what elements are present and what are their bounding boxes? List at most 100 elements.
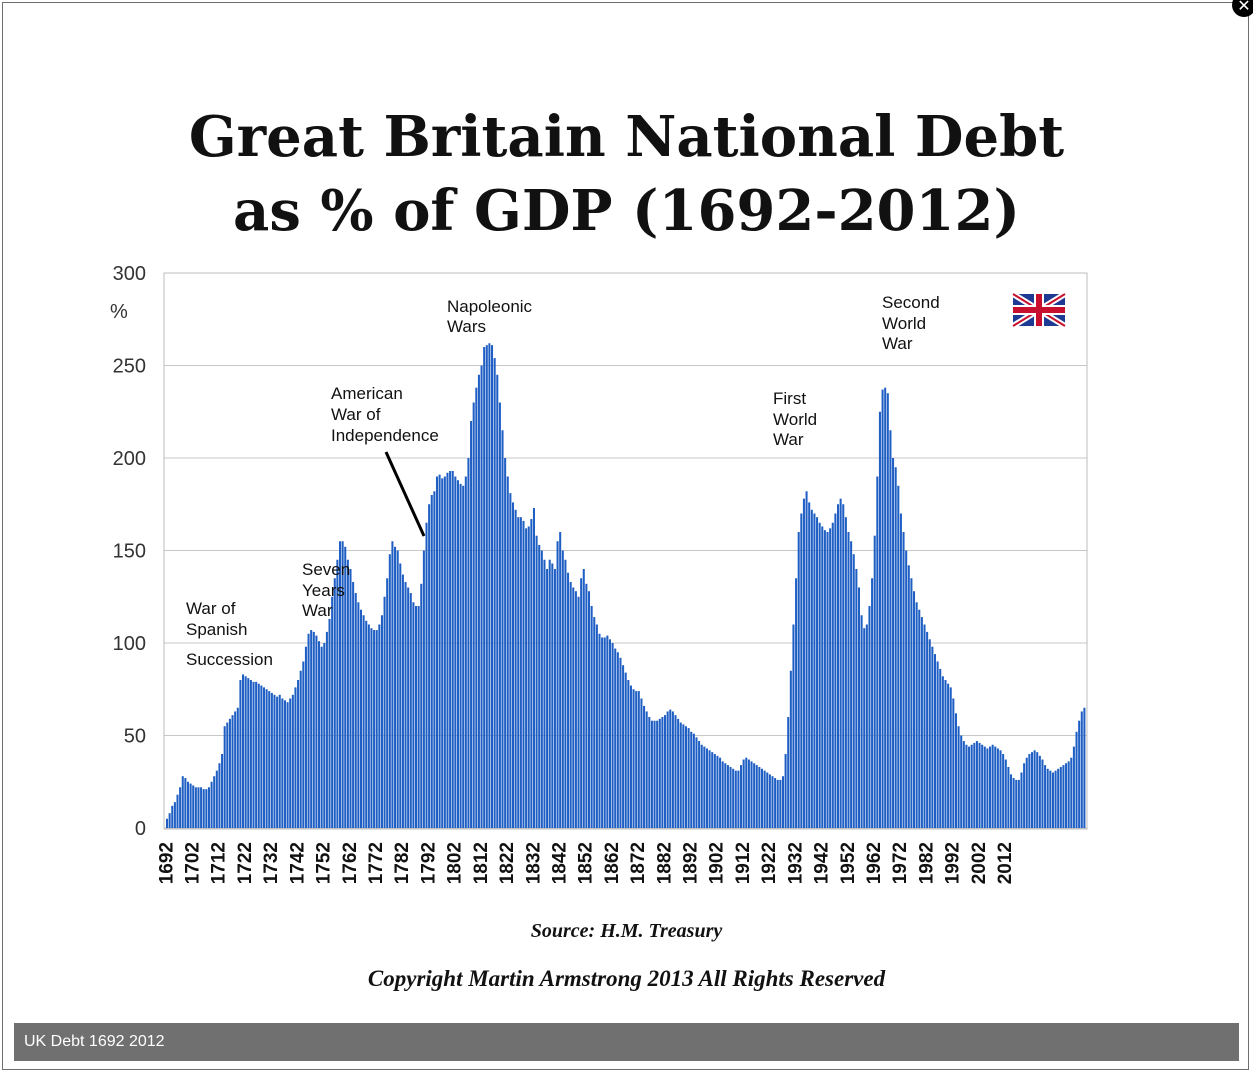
annotation-line: Seven — [302, 560, 350, 579]
x-tick-label: 1782 — [392, 842, 413, 884]
annotation-napoleonic-wars: Napoleonic Wars — [447, 297, 533, 336]
bar — [551, 563, 554, 828]
bar — [923, 624, 926, 828]
bar — [336, 559, 339, 828]
y-tick-label: 300 — [113, 263, 146, 285]
bar — [540, 550, 543, 828]
bar — [197, 787, 200, 828]
bar — [640, 698, 643, 828]
bar — [960, 735, 963, 828]
bar — [745, 757, 748, 828]
bar — [884, 387, 887, 828]
bar — [677, 718, 680, 828]
y-axis-unit: % — [110, 301, 128, 323]
bar — [750, 761, 753, 828]
bar — [386, 578, 389, 828]
bar — [399, 563, 402, 828]
bar — [881, 389, 884, 828]
annotation-line: Second — [882, 293, 940, 312]
bar — [886, 393, 889, 828]
bar — [244, 676, 247, 828]
bar — [297, 680, 300, 828]
bar — [776, 779, 779, 828]
bar — [1020, 772, 1023, 828]
bar — [354, 593, 357, 828]
bar — [661, 717, 664, 828]
bar — [774, 778, 777, 828]
bar — [260, 685, 263, 828]
close-icon[interactable]: ✕ — [1232, 0, 1253, 17]
bar — [1051, 772, 1054, 828]
annotation-american-war: American War of Independence — [331, 384, 439, 537]
annotation-first-world-war: First World War — [773, 389, 817, 449]
annotation-line: First — [773, 389, 806, 408]
bar — [763, 770, 766, 828]
bar — [873, 535, 876, 828]
bar — [1080, 711, 1083, 828]
bar — [614, 648, 617, 828]
bar — [449, 470, 452, 828]
bar — [674, 715, 677, 828]
bar — [236, 707, 239, 828]
chart-title-line-1: Great Britain National Debt — [188, 104, 1065, 170]
bar — [179, 787, 182, 828]
bar — [346, 559, 349, 828]
bar — [622, 665, 625, 828]
bar — [978, 742, 981, 828]
bar — [608, 639, 611, 828]
bar — [548, 559, 551, 828]
bar — [1070, 757, 1073, 828]
bar — [669, 709, 672, 828]
bar — [407, 587, 410, 828]
y-axis-ticks: 0 50 100 150 200 250 300 — [113, 263, 146, 840]
bar — [430, 495, 433, 828]
bar — [818, 522, 821, 828]
bar — [635, 691, 638, 828]
chart-copyright: Copyright Martin Armstrong 2013 All Righ… — [367, 966, 886, 991]
chart-title-line-2: as % of GDP (1692-2012) — [233, 178, 1020, 244]
bar — [273, 694, 276, 828]
bar — [415, 606, 418, 828]
bar — [810, 509, 813, 828]
bar — [404, 581, 407, 828]
bar — [451, 470, 454, 828]
bar — [892, 458, 895, 828]
bar — [435, 476, 439, 828]
bar — [338, 541, 342, 828]
bar — [501, 430, 504, 828]
bar — [590, 606, 593, 828]
annotation-line: War — [302, 601, 333, 620]
bar — [255, 681, 258, 828]
bar — [734, 770, 737, 828]
bar — [868, 606, 871, 828]
x-tick-label: 1892 — [681, 842, 702, 884]
bar — [656, 720, 659, 828]
bar — [695, 737, 698, 828]
bar — [716, 755, 719, 828]
bar — [795, 578, 798, 828]
x-tick-label: 1852 — [576, 842, 597, 884]
bar — [281, 698, 284, 828]
bar — [527, 526, 530, 828]
bar — [624, 672, 627, 828]
bar — [711, 752, 714, 828]
bar — [1007, 766, 1010, 828]
x-tick-label: 1772 — [366, 842, 387, 884]
bar — [567, 572, 570, 828]
bar — [472, 402, 475, 828]
bar — [422, 550, 425, 828]
bar — [629, 685, 632, 828]
bar — [732, 768, 735, 828]
bar — [857, 587, 861, 828]
bar — [779, 779, 782, 828]
x-tick-label: 1762 — [340, 842, 361, 884]
bar — [459, 483, 462, 828]
x-tick-label: 1952 — [838, 842, 859, 884]
y-tick-label: 150 — [113, 541, 146, 563]
x-tick-label: 1722 — [235, 842, 256, 884]
bar — [228, 718, 231, 828]
plot-border — [163, 272, 1088, 830]
bar — [168, 813, 171, 828]
bar — [616, 652, 619, 828]
